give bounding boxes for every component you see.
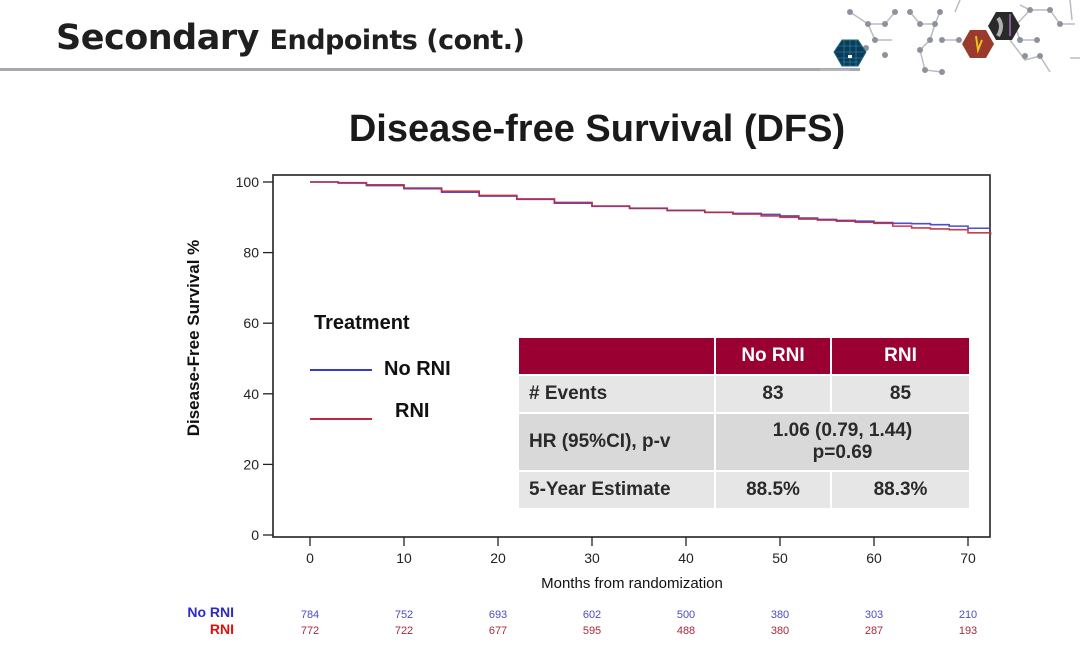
summary-header-blank <box>519 338 716 375</box>
legend-label-no-rni: No RNI <box>384 358 451 380</box>
x-axis-label: Months from randomization <box>541 575 723 592</box>
slide-title-main: Secondary <box>56 18 259 58</box>
events-no-rni: 83 <box>715 374 832 413</box>
hr-label: HR (95%CI), p-v <box>519 412 716 471</box>
risk-count-rni: 193 <box>958 625 978 637</box>
summary-row-hr: HR (95%CI), p-v 1.06 (0.79, 1.44) p=0.69 <box>519 412 969 471</box>
risk-count-no-rni: 784 <box>300 609 320 621</box>
survival-curves <box>310 181 992 235</box>
five-year-rni: 88.3% <box>831 470 969 508</box>
risk-label-no-rni: No RNI <box>187 604 234 620</box>
slide-title-rest: Endpoints (cont.) <box>269 25 525 56</box>
summary-header-row: No RNI RNI <box>519 338 969 375</box>
risk-count-rni: 677 <box>488 625 508 637</box>
legend-title: Treatment <box>314 312 410 334</box>
risk-count-no-rni: 303 <box>864 609 884 621</box>
y-tick-label: 100 <box>236 174 260 190</box>
y-axis: 0 20 40 60 80 100 <box>236 174 273 543</box>
risk-count-rni: 380 <box>770 625 790 637</box>
y-tick-label: 40 <box>243 386 259 402</box>
risk-count-rni: 772 <box>300 625 320 637</box>
title-divider <box>0 68 860 71</box>
legend-item-no-rni: No RNI <box>310 358 451 381</box>
legend-line-rni <box>310 417 372 420</box>
summary-table: No RNI RNI # Events 83 85 HR (95%CI), p-… <box>519 338 969 508</box>
legend-item-rni: RNI <box>310 400 429 423</box>
x-tick-label: 0 <box>306 550 314 566</box>
x-tick-label: 20 <box>490 550 506 566</box>
risk-label-rni: RNI <box>209 621 234 637</box>
summary-header-rni: RNI <box>831 338 969 375</box>
slide-title: Secondary Endpoints (cont.) <box>56 18 525 58</box>
risk-count-no-rni: 693 <box>488 609 508 621</box>
x-tick-label: 30 <box>584 550 600 566</box>
x-tick-label: 40 <box>678 550 694 566</box>
risk-count-no-rni: 210 <box>958 609 978 621</box>
five-year-no-rni: 88.5% <box>715 470 832 508</box>
five-year-label: 5-Year Estimate <box>519 470 716 508</box>
y-tick-label: 80 <box>243 245 259 261</box>
y-tick-label: 60 <box>243 315 259 331</box>
chart-title: Disease-free Survival (DFS) <box>348 108 846 150</box>
risk-count-rni: 488 <box>676 625 696 637</box>
risk-count-no-rni: 752 <box>394 609 414 621</box>
y-tick-label: 0 <box>251 527 259 543</box>
summary-row-events: # Events 83 85 <box>519 374 969 413</box>
risk-count-no-rni: 500 <box>676 609 696 621</box>
hr-value: 1.06 (0.79, 1.44) p=0.69 <box>715 412 969 471</box>
y-axis-label: Disease-Free Survival % <box>184 239 203 437</box>
summary-header-no-rni: No RNI <box>715 338 832 375</box>
y-tick-label: 20 <box>243 456 259 472</box>
survival-curve-no-rni <box>310 181 991 230</box>
events-rni: 85 <box>831 374 969 413</box>
risk-count-rni: 595 <box>582 625 602 637</box>
summary-row-5yr: 5-Year Estimate 88.5% 88.3% <box>519 470 969 508</box>
x-tick-label: 60 <box>866 550 882 566</box>
hexagon-molecule-graphic <box>820 0 1080 75</box>
molecule-atoms <box>847 7 1063 75</box>
risk-count-rni: 722 <box>394 625 414 637</box>
survival-curve-rni <box>310 181 992 235</box>
risk-count-no-rni: 602 <box>582 609 602 621</box>
risk-count-no-rni: 380 <box>770 609 790 621</box>
x-tick-label: 70 <box>960 550 976 566</box>
legend-line-no-rni <box>310 368 372 371</box>
hr-ci: 1.06 (0.79, 1.44) <box>772 420 913 441</box>
hr-p-value: p=0.69 <box>812 442 873 463</box>
x-axis: 0 10 20 30 40 50 60 70 <box>306 537 976 566</box>
plot-frame <box>272 174 991 538</box>
risk-count-rni: 287 <box>864 625 884 637</box>
events-label: # Events <box>519 374 716 413</box>
x-tick-label: 10 <box>396 550 412 566</box>
x-tick-label: 50 <box>772 550 788 566</box>
legend-label-rni: RNI <box>395 400 430 422</box>
hexagon-image-dark <box>988 12 1020 40</box>
